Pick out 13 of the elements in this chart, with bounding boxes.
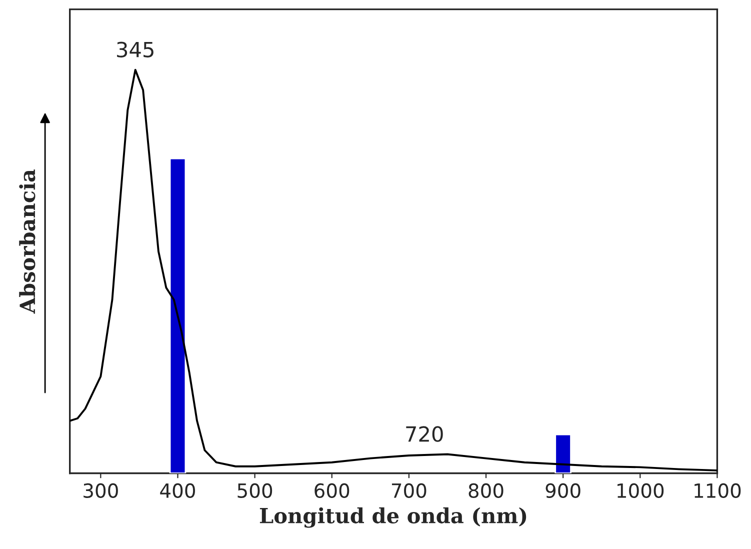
x-tick-label: 300 — [84, 483, 118, 498]
x-tick-label: 1100 — [694, 483, 741, 498]
x-tick-label: 500 — [238, 483, 272, 498]
x-tick-label: 400 — [160, 483, 195, 498]
y-axis-title: Absorbancia — [19, 169, 36, 314]
x-tick-label: 800 — [468, 483, 504, 498]
x-tick-label: 900 — [546, 483, 580, 498]
x-tick-label: 600 — [314, 483, 350, 498]
annotation: 720 — [406, 426, 443, 442]
x-axis-title: Longitud de onda (nm) — [260, 507, 526, 528]
annotation: 345 — [117, 42, 154, 58]
x-tick-label: 1000 — [618, 483, 664, 498]
x-tick-label: 700 — [392, 483, 426, 498]
